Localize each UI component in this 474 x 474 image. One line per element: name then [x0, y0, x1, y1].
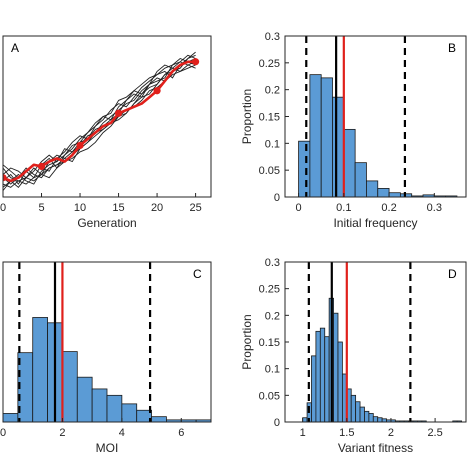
x-axis-label: Generation	[77, 216, 136, 230]
y-tick-label: 0.25	[259, 58, 280, 70]
panel-letter: C	[193, 267, 202, 281]
x-tick-label: 0	[0, 427, 6, 439]
histogram-bar	[377, 417, 383, 423]
x-tick-label: 0	[0, 202, 6, 214]
histogram-bar	[121, 403, 138, 423]
x-tick-label: 10	[74, 202, 86, 214]
trajectory-line	[3, 51, 196, 182]
x-tick-label: 0.1	[336, 202, 351, 214]
y-axis-label: Proportion	[240, 314, 254, 369]
histogram-bar	[350, 394, 357, 423]
y-tick-label: 0.15	[259, 337, 280, 349]
histogram-bar	[332, 96, 345, 198]
plot-lines	[3, 51, 200, 191]
x-axis-label: Variant fitness	[338, 441, 413, 455]
histogram-bar	[2, 413, 19, 423]
histogram-bar	[319, 327, 326, 423]
axes-frame	[2, 261, 212, 423]
histogram-bar	[106, 394, 123, 423]
x-tick-label: 1	[300, 427, 306, 439]
x-tick-label: 2	[388, 427, 394, 439]
highlight-marker	[153, 87, 161, 95]
x-tick-label: 1.5	[339, 427, 354, 439]
highlight-line	[3, 60, 196, 183]
x-tick-label: 25	[189, 202, 201, 214]
histogram-bar	[91, 388, 108, 423]
histogram-bar	[76, 376, 93, 423]
histogram-bar	[355, 401, 361, 423]
y-tick-label: 0.05	[259, 390, 280, 402]
histogram-bar	[320, 77, 333, 198]
y-tick-label: 0	[274, 192, 280, 204]
y-tick-label: 0.2	[265, 85, 280, 97]
histogram-bar	[302, 417, 308, 423]
panel-b: 0 0.1 0.2 0.3 0 0.05 0.1 0.15 0.2 0.25 0.3 Initial …	[240, 31, 467, 230]
panel-c: 0 2 4 6 MOI C	[0, 261, 212, 455]
x-tick-label: 15	[112, 202, 124, 214]
x-axis-label: Initial frequency	[333, 216, 417, 230]
highlight-marker	[76, 141, 84, 150]
y-tick-label: 0	[274, 417, 280, 429]
histogram-bar	[333, 312, 339, 423]
x-tick-label: 0.2	[381, 202, 396, 214]
histogram-bar	[62, 351, 78, 423]
panel-a: 0 5 10 15 20 25 Generation A	[0, 35, 212, 230]
y-tick-label: 0.1	[265, 138, 280, 150]
histogram-bar	[151, 416, 167, 423]
histogram-bar	[298, 140, 311, 198]
trajectory-line	[3, 57, 196, 185]
histogram-bar	[359, 406, 365, 423]
highlight-marker	[37, 162, 46, 171]
x-tick-label: 6	[178, 427, 184, 439]
panel-letter: B	[448, 41, 456, 55]
panel-letter: D	[448, 267, 457, 281]
histogram-bar	[337, 341, 343, 423]
histogram-bar	[372, 416, 379, 423]
histogram-bar	[324, 336, 330, 423]
histogram-bar	[366, 180, 379, 198]
histogram-bar	[354, 162, 367, 198]
panel-d: 1 1.5 2 2.5 0 0.05 0.1 0.15 0.2 0.25 0.3 Variant fi…	[240, 257, 467, 455]
y-tick-label: 0.3	[265, 257, 280, 269]
x-tick-label: 4	[119, 427, 125, 439]
highlight-marker	[3, 174, 7, 182]
y-tick-label: 0.25	[259, 284, 280, 296]
y-tick-label: 0.15	[259, 112, 280, 124]
x-tick-label: 2.5	[427, 427, 442, 439]
axes-frame	[2, 35, 212, 198]
x-axis-label: MOI	[96, 441, 119, 455]
panel-letter: A	[11, 41, 19, 55]
histogram-bar	[311, 355, 317, 423]
y-tick-label: 0.3	[265, 31, 280, 43]
histogram-bar	[343, 128, 356, 198]
trajectory-line	[3, 58, 196, 191]
x-tick-label: 5	[38, 202, 44, 214]
highlight-marker	[191, 58, 200, 66]
x-tick-label: 0	[296, 202, 302, 214]
histogram-bar	[364, 410, 370, 423]
highlight-marker	[114, 109, 123, 117]
histogram-bar	[315, 330, 321, 423]
y-tick-label: 0.1	[265, 364, 280, 376]
trajectory-line	[3, 64, 196, 188]
histogram-bar	[388, 192, 401, 198]
x-tick-label: 2	[59, 427, 65, 439]
y-tick-label: 0.05	[259, 165, 280, 177]
histogram-bar	[32, 317, 48, 423]
trajectory-line	[3, 61, 196, 179]
histogram-bar	[377, 188, 390, 198]
histogram-bar	[309, 74, 322, 198]
x-tick-label: 20	[151, 202, 163, 214]
x-tick-label: 0.3	[427, 202, 442, 214]
y-axis-label: Proportion	[240, 89, 254, 144]
histogram-bar	[368, 413, 374, 423]
y-tick-label: 0.2	[265, 310, 280, 322]
